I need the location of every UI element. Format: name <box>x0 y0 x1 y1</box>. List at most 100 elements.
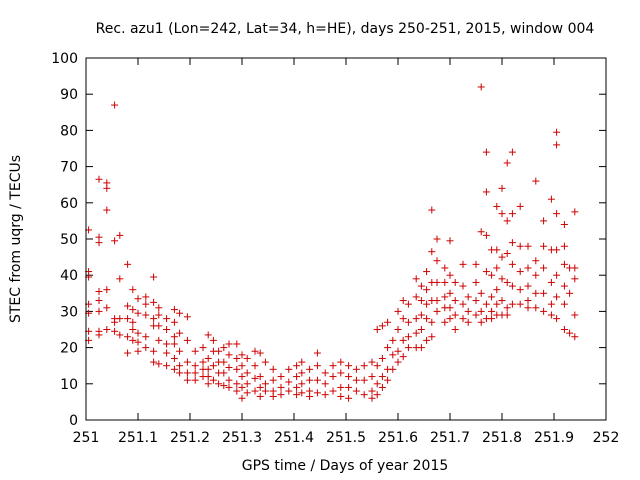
x-tick-label: 251.7 <box>430 430 470 446</box>
data-point <box>337 358 345 366</box>
data-point <box>298 380 306 388</box>
data-point <box>524 264 532 272</box>
data-point <box>459 300 467 308</box>
y-tick-label: 70 <box>60 160 78 176</box>
data-point <box>532 289 540 297</box>
data-point <box>472 260 480 268</box>
data-point <box>394 326 402 333</box>
data-point <box>116 231 124 239</box>
data-point <box>368 373 376 381</box>
data-point <box>446 304 454 312</box>
data-point <box>251 387 259 395</box>
data-point <box>243 389 251 397</box>
data-point <box>95 307 103 315</box>
data-point <box>464 318 472 326</box>
data-point <box>215 380 223 388</box>
data-point <box>170 333 178 341</box>
data-point <box>412 275 420 283</box>
data-point <box>524 304 532 312</box>
data-point <box>508 210 516 218</box>
data-point <box>482 268 490 276</box>
x-tick-label: 251.3 <box>222 430 262 446</box>
data-point <box>170 318 178 326</box>
data-point <box>423 286 431 294</box>
data-point <box>464 307 472 315</box>
data-point <box>412 293 420 301</box>
data-point <box>508 260 516 268</box>
data-point <box>482 148 490 156</box>
data-point <box>482 231 490 239</box>
data-point <box>423 268 431 276</box>
data-point <box>417 326 425 333</box>
data-point <box>170 340 178 348</box>
data-point <box>446 237 454 245</box>
data-point <box>508 148 516 156</box>
data-point <box>446 271 454 279</box>
data-point <box>524 242 532 250</box>
y-tick-label: 20 <box>60 341 78 357</box>
data-point <box>209 376 217 384</box>
data-point <box>155 336 163 344</box>
data-point <box>220 358 228 366</box>
data-point <box>163 349 171 357</box>
data-point <box>345 383 353 391</box>
data-point <box>503 159 511 167</box>
data-point <box>176 362 184 370</box>
data-point <box>111 237 119 245</box>
data-point <box>553 315 561 323</box>
data-point <box>399 353 407 361</box>
data-point <box>498 210 506 218</box>
data-point <box>261 380 269 388</box>
data-point <box>285 378 293 386</box>
data-point <box>477 289 485 297</box>
data-point <box>516 242 524 250</box>
data-point <box>293 391 301 399</box>
data-point <box>155 360 163 368</box>
data-point <box>103 286 111 294</box>
data-point <box>378 373 386 381</box>
data-point <box>183 376 191 384</box>
data-point <box>547 195 555 203</box>
data-point <box>417 344 425 352</box>
data-point <box>553 271 561 279</box>
data-point <box>163 362 171 370</box>
data-point <box>433 235 441 243</box>
data-point <box>191 347 199 355</box>
data-point <box>129 306 137 314</box>
data-point <box>524 297 532 305</box>
data-point <box>532 177 540 185</box>
data-point <box>459 282 467 290</box>
data-point <box>399 297 407 305</box>
data-point <box>503 311 511 319</box>
data-point <box>124 260 132 268</box>
data-point <box>472 297 480 305</box>
x-axis-label: GPS time / Days of year 2015 <box>242 458 449 474</box>
data-point <box>129 318 137 326</box>
data-point <box>191 376 199 384</box>
data-point <box>503 217 511 225</box>
data-point <box>441 264 449 272</box>
x-tick-label: 251.8 <box>482 430 522 446</box>
data-point <box>503 278 511 286</box>
data-point <box>142 300 150 308</box>
data-point <box>238 394 246 402</box>
data-point <box>329 387 337 395</box>
data-point <box>498 275 506 283</box>
data-point <box>493 300 501 308</box>
data-point <box>298 369 306 377</box>
data-point <box>417 311 425 319</box>
data-point <box>155 304 163 312</box>
data-point <box>111 327 119 335</box>
data-point <box>560 326 568 333</box>
x-tick-label: 252 <box>593 430 620 446</box>
data-point <box>373 380 381 388</box>
data-point <box>560 242 568 250</box>
data-point <box>428 248 436 256</box>
data-point <box>233 380 241 388</box>
data-point <box>389 336 397 344</box>
y-tick-label: 90 <box>60 87 78 103</box>
data-point <box>451 326 459 333</box>
data-point <box>277 391 285 399</box>
data-point <box>532 271 540 279</box>
data-point <box>163 340 171 348</box>
